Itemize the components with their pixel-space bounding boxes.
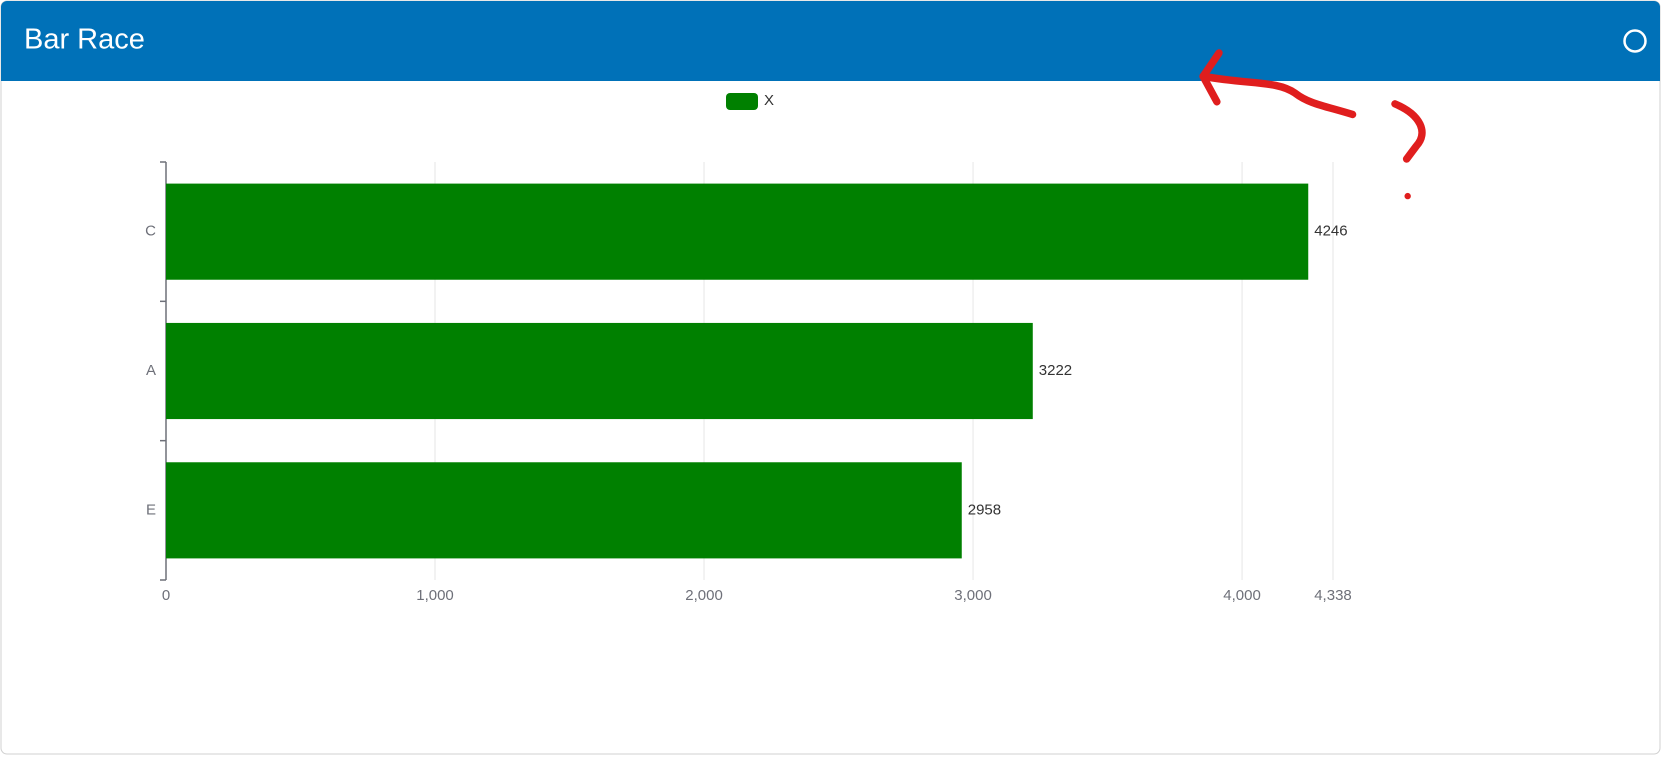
legend-swatch (726, 93, 758, 110)
data-label: 3222 (1039, 362, 1072, 379)
x-tick-label: 4,000 (1223, 587, 1261, 604)
bar (166, 462, 962, 559)
legend-label: X (764, 92, 774, 109)
annotation (1199, 49, 1426, 200)
data-label: 4246 (1314, 223, 1347, 240)
bar (166, 322, 1033, 420)
x-tick-label: 2,000 (685, 587, 723, 604)
panel-header (1, 1, 1660, 81)
y-tick-label: A (146, 362, 156, 379)
y-tick-label: E (146, 501, 156, 518)
toggle-button[interactable] (1623, 29, 1647, 53)
x-tick-label: 0 (162, 587, 170, 604)
x-tick-label: 4,338 (1314, 587, 1352, 604)
panel-title: Bar Race (24, 24, 145, 56)
x-tick-label: 1,000 (416, 587, 454, 604)
y-tick-label: C (145, 223, 156, 240)
data-label: 2958 (968, 501, 1001, 518)
x-tick-label: 3,000 (954, 587, 992, 604)
chart: 0 1,000 2,000 3,000 4,000 4,338 C A E 4246 3222 295… (145, 92, 1352, 604)
bar (166, 183, 1309, 280)
